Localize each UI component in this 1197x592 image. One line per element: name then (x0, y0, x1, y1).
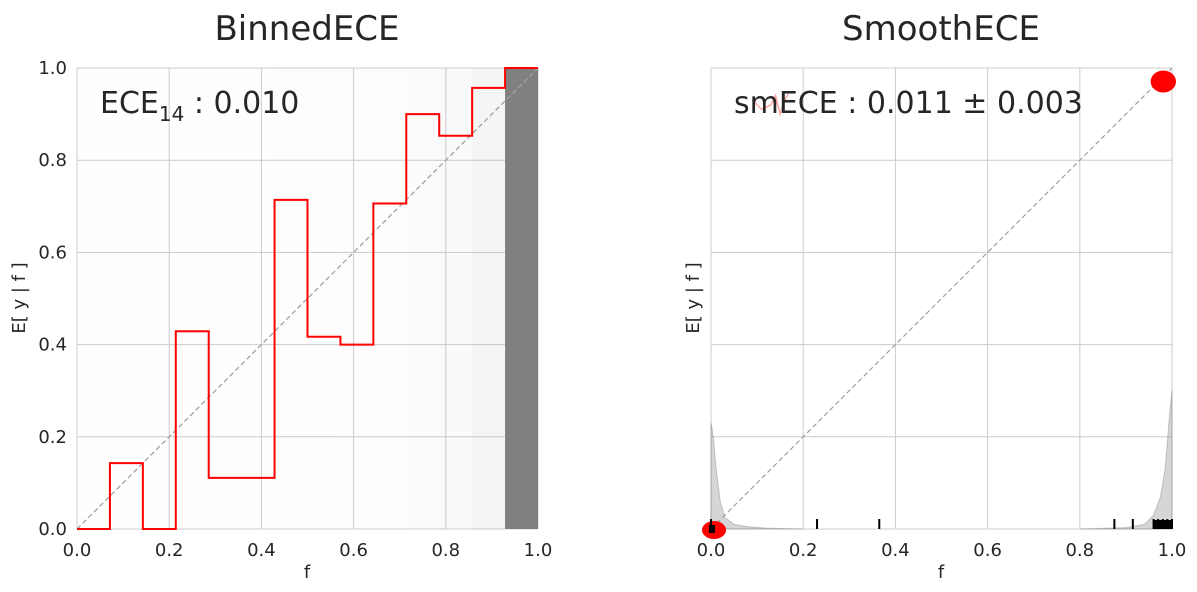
bin-density-band (110, 68, 143, 529)
smooth-calibration-curve (751, 90, 791, 117)
rug-dense-block-left (709, 525, 715, 533)
binned-ece-annotation: ECE14 : 0.010 (100, 86, 299, 126)
binned-xtick-label: 1.0 (524, 540, 553, 561)
binned-xtick-label: 0.8 (431, 540, 460, 561)
binned-ece-title: BinnedECE (214, 9, 399, 49)
smooth-ece-title: SmoothECE (842, 9, 1040, 49)
ece-value: : 0.010 (184, 86, 299, 121)
bin-density-band (439, 68, 473, 529)
smooth-ece-panel: SmoothECE 0.0 0.2 0.4 0.6 0.8 1.0 f E[ y | f … (683, 9, 1186, 583)
bin-density-band (143, 68, 176, 529)
binned-ytick-label: 1.0 (38, 58, 67, 79)
binned-calibration-curve (77, 67, 538, 530)
bin-density-band (242, 68, 275, 529)
smooth-ece-xlabel: f (938, 562, 945, 583)
ece-subscript: 14 (159, 102, 184, 126)
binned-xtick-label: 0.0 (63, 540, 92, 561)
bin-density-band (77, 68, 110, 529)
binned-ece-plot-area: 0.0 0.2 0.4 0.6 0.8 1.0 0.0 0.2 0.4 0.6 0.8 1.0 (38, 58, 552, 561)
smooth-xtick-label: 0.4 (881, 540, 910, 561)
binned-xtick-label: 0.2 (155, 540, 184, 561)
perfect-calibration-diagonal (710, 67, 1173, 530)
binned-ece-panel: BinnedECE 0.0 0.2 0.4 0.6 0.8 1.0 0.0 0.2 0.4 0.6… (9, 9, 552, 583)
bin-density-band (209, 68, 242, 529)
smooth-xtick-label: 1.0 (1158, 540, 1187, 561)
bin-density-band (373, 68, 406, 529)
smooth-ece-annotation: smECE : 0.011 ± 0.003 (734, 86, 1083, 121)
binned-ece-ylabel: E[ y | f ] (9, 262, 30, 333)
bin-density-band (505, 68, 538, 529)
smooth-xtick-label: 0.0 (697, 540, 726, 561)
smooth-xtick-label: 0.8 (1065, 540, 1094, 561)
smooth-curve-high-cluster (1150, 70, 1176, 93)
bin-density-band (340, 68, 373, 529)
smooth-ece-plot-area: 0.0 0.2 0.4 0.6 0.8 1.0 (697, 67, 1187, 561)
binned-xtick-label: 0.4 (247, 540, 276, 561)
binned-ytick-label: 0.4 (38, 335, 67, 356)
binned-ece-xlabel: f (304, 562, 311, 583)
binned-ytick-label: 0.2 (38, 427, 67, 448)
bin-density-band (176, 68, 209, 529)
rug-dense-block (1153, 520, 1172, 529)
bin-density-band (472, 68, 506, 529)
binned-ytick-label: 0.0 (38, 519, 67, 540)
bin-density-band (308, 68, 341, 529)
bin-density-band (406, 68, 439, 529)
density-left-area (710, 422, 804, 530)
binned-xtick-label: 0.6 (339, 540, 368, 561)
ece-prefix: ECE (100, 86, 159, 121)
binned-ytick-label: 0.8 (38, 150, 67, 171)
density-right-area (1079, 390, 1173, 530)
smooth-ece-ylabel: E[ y | f ] (683, 262, 704, 333)
smooth-xtick-label: 0.2 (789, 540, 818, 561)
binned-ytick-label: 0.6 (38, 242, 67, 263)
perfect-calibration-diagonal (76, 67, 539, 530)
bin-density-band (275, 68, 308, 529)
smooth-xtick-label: 0.6 (973, 540, 1002, 561)
